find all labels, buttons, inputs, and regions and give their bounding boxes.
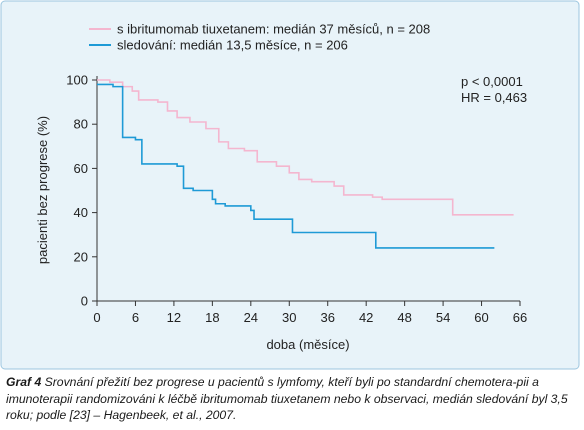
series-line-0 — [97, 79, 514, 216]
x-tick-label: 24 — [244, 310, 258, 325]
x-tick-label: 12 — [167, 310, 181, 325]
series-line-1 — [97, 83, 495, 249]
legend-label-0: s ibritumomab tiuxetanem: medián 37 měsí… — [117, 22, 430, 37]
hazard-ratio-annotation: HR = 0,463 — [461, 90, 527, 105]
caption-lead: Graf 4 — [6, 375, 42, 389]
plot-area — [92, 76, 521, 306]
y-tick-label: 40 — [74, 205, 88, 220]
figure-caption: Graf 4 Srovnání přežití bez progrese u p… — [6, 374, 580, 424]
tick-labels: 0 20 40 60 80 100 0 6 12 18 24 30 36 42 48 54 60 66 — [66, 73, 527, 326]
chart-panel: s ibritumomab tiuxetanem: medián 37 měsí… — [0, 0, 580, 370]
x-axis-title: doba (měsíce) — [266, 337, 349, 352]
x-tick-label: 60 — [474, 310, 488, 325]
y-tick-label: 20 — [74, 249, 88, 264]
legend: s ibritumomab tiuxetanem: medián 37 měsí… — [89, 22, 430, 53]
chart: s ibritumomab tiuxetanem: medián 37 měsí… — [0, 0, 580, 370]
x-tick-label: 36 — [320, 310, 334, 325]
y-tick-label: 100 — [66, 73, 88, 88]
y-tick-label: 80 — [74, 117, 88, 132]
x-tick-label: 6 — [132, 310, 139, 325]
x-tick-label: 30 — [282, 310, 296, 325]
x-tick-label: 48 — [397, 310, 411, 325]
p-value-annotation: p < 0,0001 — [461, 74, 523, 89]
y-tick-label: 0 — [81, 294, 88, 309]
caption-text: Srovnání přežití bez progrese u pacientů… — [6, 375, 568, 422]
x-tick-label: 42 — [359, 310, 373, 325]
x-tick-label: 54 — [436, 310, 450, 325]
y-axis-title: pacienti bez progrese (%) — [35, 116, 50, 264]
chart-background — [0, 0, 580, 370]
y-tick-label: 60 — [74, 161, 88, 176]
x-tick-label: 0 — [93, 310, 100, 325]
x-tick-label: 18 — [205, 310, 219, 325]
x-tick-label: 66 — [513, 310, 527, 325]
legend-label-1: sledování: medián 13,5 měsíce, n = 206 — [117, 38, 348, 53]
